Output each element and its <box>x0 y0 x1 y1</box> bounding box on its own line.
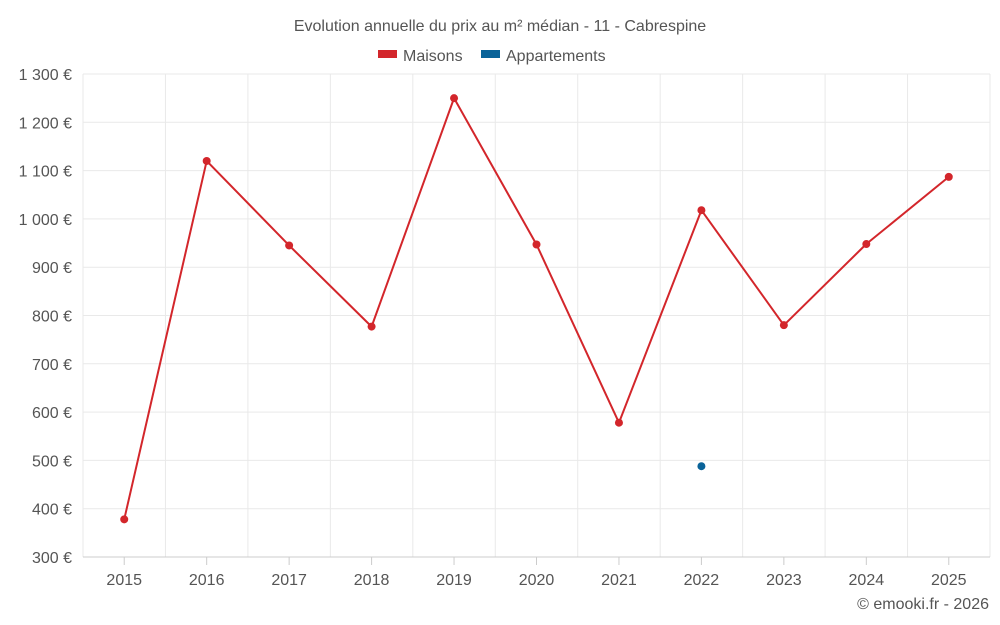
series-layer <box>120 94 953 524</box>
x-tick-label: 2024 <box>849 572 885 589</box>
x-tick-label: 2017 <box>271 572 307 589</box>
y-tick-label: 600 € <box>32 405 72 422</box>
y-tick-label: 1 000 € <box>19 212 72 229</box>
data-point-maisons[interactable] <box>450 94 459 103</box>
data-point-maisons[interactable] <box>944 172 953 181</box>
x-axis: 2015 2016 2017 2018 2019 2020 2021 2022 2023 2024… <box>83 556 990 589</box>
legend-label-maisons[interactable]: Maisons <box>403 48 463 65</box>
data-point-maisons[interactable] <box>532 240 541 249</box>
x-tick-label: 2019 <box>436 572 472 589</box>
legend: Maisons Appartements <box>378 48 606 65</box>
x-tick-label: 2018 <box>354 572 390 589</box>
data-point-appartements[interactable] <box>697 462 706 471</box>
y-tick-label: 300 € <box>32 550 72 567</box>
x-tick-label: 2015 <box>106 572 142 589</box>
x-tick-label: 2025 <box>931 572 967 589</box>
x-tick-label: 2016 <box>189 572 225 589</box>
data-point-maisons[interactable] <box>779 321 788 330</box>
data-point-maisons[interactable] <box>120 515 129 524</box>
y-tick-label: 800 € <box>32 309 72 326</box>
x-tick-label: 2022 <box>684 572 720 589</box>
y-axis: 300 € 400 € 500 € 600 € 700 € 800 € 900 € 1 000… <box>19 67 72 567</box>
legend-swatch-maisons <box>378 50 397 58</box>
legend-label-appartements[interactable]: Appartements <box>506 48 606 65</box>
legend-swatch-appartements <box>481 50 500 58</box>
y-tick-label: 700 € <box>32 357 72 374</box>
data-point-maisons[interactable] <box>862 240 871 249</box>
data-point-maisons[interactable] <box>614 418 623 427</box>
credit-text: © emooki.fr - 2026 <box>857 596 989 613</box>
gridlines <box>82 73 991 557</box>
y-tick-label: 1 100 € <box>19 164 72 181</box>
y-tick-label: 1 200 € <box>19 115 72 132</box>
y-tick-label: 400 € <box>32 502 72 519</box>
data-point-maisons[interactable] <box>202 156 211 165</box>
x-tick-label: 2020 <box>519 572 555 589</box>
data-point-maisons[interactable] <box>285 241 294 250</box>
y-tick-label: 900 € <box>32 260 72 277</box>
chart-title: Evolution annuelle du prix au m² médian … <box>294 18 706 35</box>
data-point-maisons[interactable] <box>697 206 706 215</box>
data-point-maisons[interactable] <box>367 322 376 331</box>
x-tick-label: 2021 <box>601 572 637 589</box>
y-tick-label: 500 € <box>32 453 72 470</box>
y-tick-label: 1 300 € <box>19 67 72 84</box>
x-tick-label: 2023 <box>766 572 802 589</box>
